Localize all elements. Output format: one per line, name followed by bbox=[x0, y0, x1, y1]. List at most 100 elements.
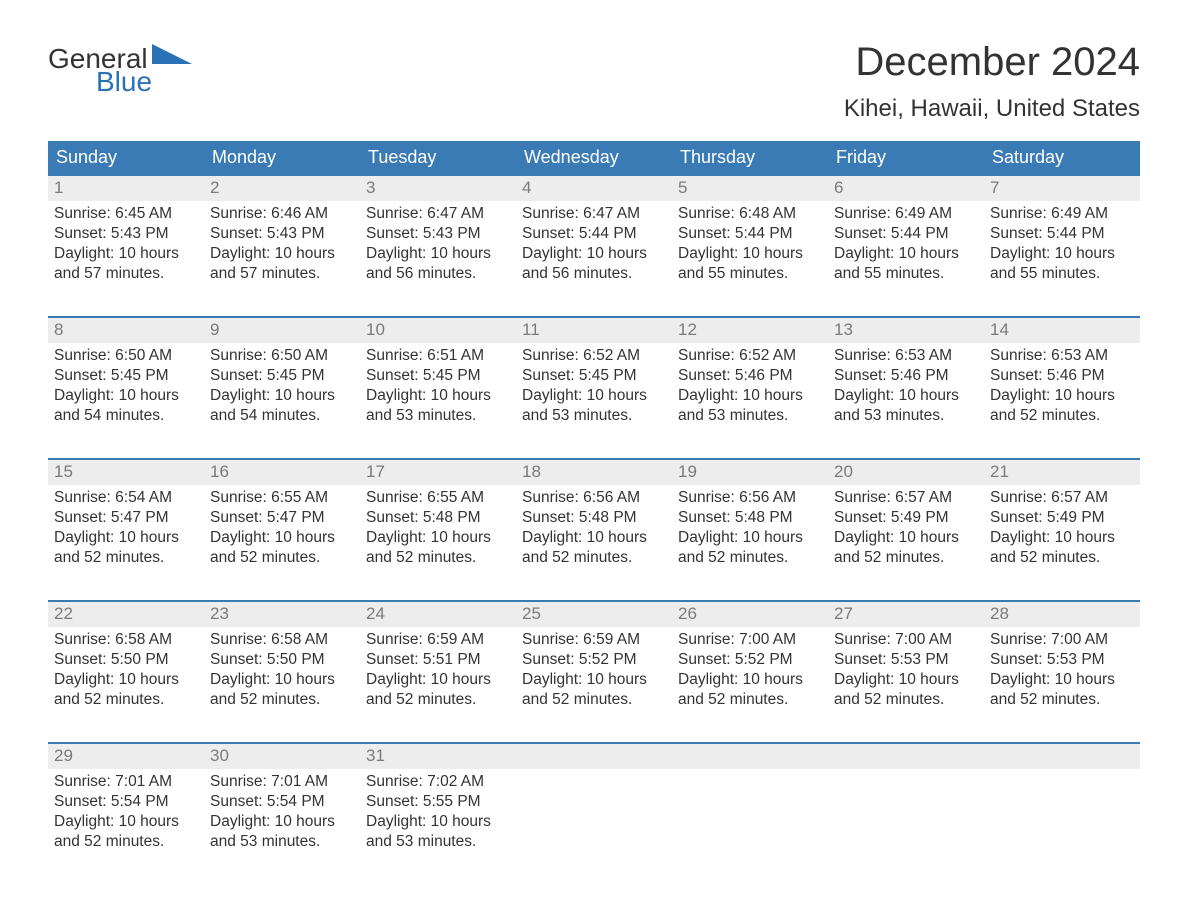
sunset-line: Sunset: 5:46 PM bbox=[990, 366, 1134, 386]
sunrise-line: Sunrise: 6:54 AM bbox=[54, 488, 198, 508]
day-body: Sunrise: 7:00 AMSunset: 5:53 PMDaylight:… bbox=[828, 627, 984, 711]
calendar-day: 9Sunrise: 6:50 AMSunset: 5:45 PMDaylight… bbox=[204, 316, 360, 436]
sunrise-line: Sunrise: 7:02 AM bbox=[366, 772, 510, 792]
day-body: Sunrise: 7:00 AMSunset: 5:53 PMDaylight:… bbox=[984, 627, 1140, 711]
daylight-line-1: Daylight: 10 hours bbox=[54, 670, 198, 690]
sunset-line: Sunset: 5:55 PM bbox=[366, 792, 510, 812]
daylight-line-2: and 52 minutes. bbox=[522, 690, 666, 710]
daylight-line-2: and 52 minutes. bbox=[54, 548, 198, 568]
calendar-day: 21Sunrise: 6:57 AMSunset: 5:49 PMDayligh… bbox=[984, 458, 1140, 578]
day-number: 7 bbox=[984, 176, 1140, 201]
sunset-line: Sunset: 5:50 PM bbox=[54, 650, 198, 670]
sunrise-line: Sunrise: 6:51 AM bbox=[366, 346, 510, 366]
calendar-day: 7Sunrise: 6:49 AMSunset: 5:44 PMDaylight… bbox=[984, 174, 1140, 294]
day-number: 23 bbox=[204, 602, 360, 627]
daylight-line-1: Daylight: 10 hours bbox=[210, 528, 354, 548]
sunrise-line: Sunrise: 6:58 AM bbox=[210, 630, 354, 650]
daylight-line-2: and 52 minutes. bbox=[678, 548, 822, 568]
sunrise-line: Sunrise: 6:50 AM bbox=[210, 346, 354, 366]
calendar-day: 4Sunrise: 6:47 AMSunset: 5:44 PMDaylight… bbox=[516, 174, 672, 294]
daylight-line-2: and 53 minutes. bbox=[366, 832, 510, 852]
sunrise-line: Sunrise: 6:58 AM bbox=[54, 630, 198, 650]
calendar-day: 22 Sunrise: 6:58 AMSunset: 5:50 PMDayligh… bbox=[48, 600, 204, 720]
daylight-line-1: Daylight: 10 hours bbox=[366, 528, 510, 548]
dow-cell: Wednesday bbox=[516, 141, 672, 174]
daylight-line-1: Daylight: 10 hours bbox=[990, 528, 1134, 548]
sunset-line: Sunset: 5:54 PM bbox=[54, 792, 198, 812]
sunset-line: Sunset: 5:43 PM bbox=[210, 224, 354, 244]
sunset-line: Sunset: 5:48 PM bbox=[678, 508, 822, 528]
daylight-line-1: Daylight: 10 hours bbox=[834, 670, 978, 690]
daylight-line-1: Daylight: 10 hours bbox=[834, 386, 978, 406]
dow-cell: Monday bbox=[204, 141, 360, 174]
daylight-line-2: and 52 minutes. bbox=[834, 548, 978, 568]
sunset-line: Sunset: 5:45 PM bbox=[366, 366, 510, 386]
day-body: Sunrise: 6:58 AMSunset: 5:50 PMDaylight:… bbox=[204, 627, 360, 711]
day-number: 22 bbox=[48, 602, 204, 627]
day-body: Sunrise: 6:52 AMSunset: 5:46 PMDaylight:… bbox=[672, 343, 828, 427]
day-body: Sunrise: 7:00 AMSunset: 5:52 PMDaylight:… bbox=[672, 627, 828, 711]
day-body: Sunrise: 6:53 AMSunset: 5:46 PMDaylight:… bbox=[828, 343, 984, 427]
day-body: Sunrise: 6:47 AMSunset: 5:43 PMDaylight:… bbox=[360, 201, 516, 285]
daylight-line-1: Daylight: 10 hours bbox=[990, 386, 1134, 406]
sunrise-line: Sunrise: 7:01 AM bbox=[54, 772, 198, 792]
daylight-line-2: and 53 minutes. bbox=[834, 406, 978, 426]
calendar-day: 27Sunrise: 7:00 AMSunset: 5:53 PMDayligh… bbox=[828, 600, 984, 720]
day-body: Sunrise: 6:45 AMSunset: 5:43 PMDaylight:… bbox=[48, 201, 204, 285]
daylight-line-1: Daylight: 10 hours bbox=[210, 670, 354, 690]
day-body: Sunrise: 6:56 AMSunset: 5:48 PMDaylight:… bbox=[672, 485, 828, 569]
daylight-line-2: and 56 minutes. bbox=[522, 264, 666, 284]
day-body: Sunrise: 6:52 AMSunset: 5:45 PMDaylight:… bbox=[516, 343, 672, 427]
sunset-line: Sunset: 5:49 PM bbox=[990, 508, 1134, 528]
dow-cell: Thursday bbox=[672, 141, 828, 174]
daylight-line-1: Daylight: 10 hours bbox=[522, 670, 666, 690]
sunrise-line: Sunrise: 6:56 AM bbox=[522, 488, 666, 508]
calendar-day: 18Sunrise: 6:56 AMSunset: 5:48 PMDayligh… bbox=[516, 458, 672, 578]
day-number bbox=[516, 744, 672, 769]
day-body: Sunrise: 6:48 AMSunset: 5:44 PMDaylight:… bbox=[672, 201, 828, 285]
day-number: 1 bbox=[48, 176, 204, 201]
day-number: 5 bbox=[672, 176, 828, 201]
sunset-line: Sunset: 5:50 PM bbox=[210, 650, 354, 670]
calendar-day: 16Sunrise: 6:55 AMSunset: 5:47 PMDayligh… bbox=[204, 458, 360, 578]
daylight-line-1: Daylight: 10 hours bbox=[678, 528, 822, 548]
sunset-line: Sunset: 5:43 PM bbox=[54, 224, 198, 244]
day-number: 29 bbox=[48, 744, 204, 769]
sunrise-line: Sunrise: 7:00 AM bbox=[834, 630, 978, 650]
day-number: 17 bbox=[360, 460, 516, 485]
week-row: 29Sunrise: 7:01 AMSunset: 5:54 PMDayligh… bbox=[48, 742, 1140, 862]
sunrise-line: Sunrise: 7:01 AM bbox=[210, 772, 354, 792]
daylight-line-2: and 57 minutes. bbox=[54, 264, 198, 284]
title-block: December 2024 Kihei, Hawaii, United Stat… bbox=[844, 40, 1140, 123]
daylight-line-1: Daylight: 10 hours bbox=[678, 670, 822, 690]
day-body: Sunrise: 6:49 AMSunset: 5:44 PMDaylight:… bbox=[984, 201, 1140, 285]
sunrise-line: Sunrise: 6:55 AM bbox=[366, 488, 510, 508]
day-number: 9 bbox=[204, 318, 360, 343]
daylight-line-2: and 54 minutes. bbox=[54, 406, 198, 426]
daylight-line-1: Daylight: 10 hours bbox=[522, 528, 666, 548]
calendar-day: 5Sunrise: 6:48 AMSunset: 5:44 PMDaylight… bbox=[672, 174, 828, 294]
sunrise-line: Sunrise: 6:46 AM bbox=[210, 204, 354, 224]
daylight-line-2: and 52 minutes. bbox=[366, 690, 510, 710]
sunrise-line: Sunrise: 6:48 AM bbox=[678, 204, 822, 224]
daylight-line-1: Daylight: 10 hours bbox=[990, 244, 1134, 264]
calendar-day: 10Sunrise: 6:51 AMSunset: 5:45 PMDayligh… bbox=[360, 316, 516, 436]
day-number: 10 bbox=[360, 318, 516, 343]
day-body: Sunrise: 6:56 AMSunset: 5:48 PMDaylight:… bbox=[516, 485, 672, 569]
sunrise-line: Sunrise: 6:49 AM bbox=[834, 204, 978, 224]
day-of-week-header: SundayMondayTuesdayWednesdayThursdayFrid… bbox=[48, 141, 1140, 174]
daylight-line-2: and 53 minutes. bbox=[366, 406, 510, 426]
daylight-line-1: Daylight: 10 hours bbox=[54, 528, 198, 548]
calendar-day bbox=[984, 742, 1140, 862]
day-number: 26 bbox=[672, 602, 828, 627]
sunset-line: Sunset: 5:52 PM bbox=[522, 650, 666, 670]
sunrise-line: Sunrise: 6:49 AM bbox=[990, 204, 1134, 224]
day-body: Sunrise: 6:57 AMSunset: 5:49 PMDaylight:… bbox=[984, 485, 1140, 569]
day-body: Sunrise: 6:59 AMSunset: 5:52 PMDaylight:… bbox=[516, 627, 672, 711]
day-number: 21 bbox=[984, 460, 1140, 485]
daylight-line-2: and 52 minutes. bbox=[54, 832, 198, 852]
calendar-day: 23Sunrise: 6:58 AMSunset: 5:50 PMDayligh… bbox=[204, 600, 360, 720]
sunset-line: Sunset: 5:49 PM bbox=[834, 508, 978, 528]
calendar-day: 31Sunrise: 7:02 AMSunset: 5:55 PMDayligh… bbox=[360, 742, 516, 862]
sunrise-line: Sunrise: 6:53 AM bbox=[834, 346, 978, 366]
